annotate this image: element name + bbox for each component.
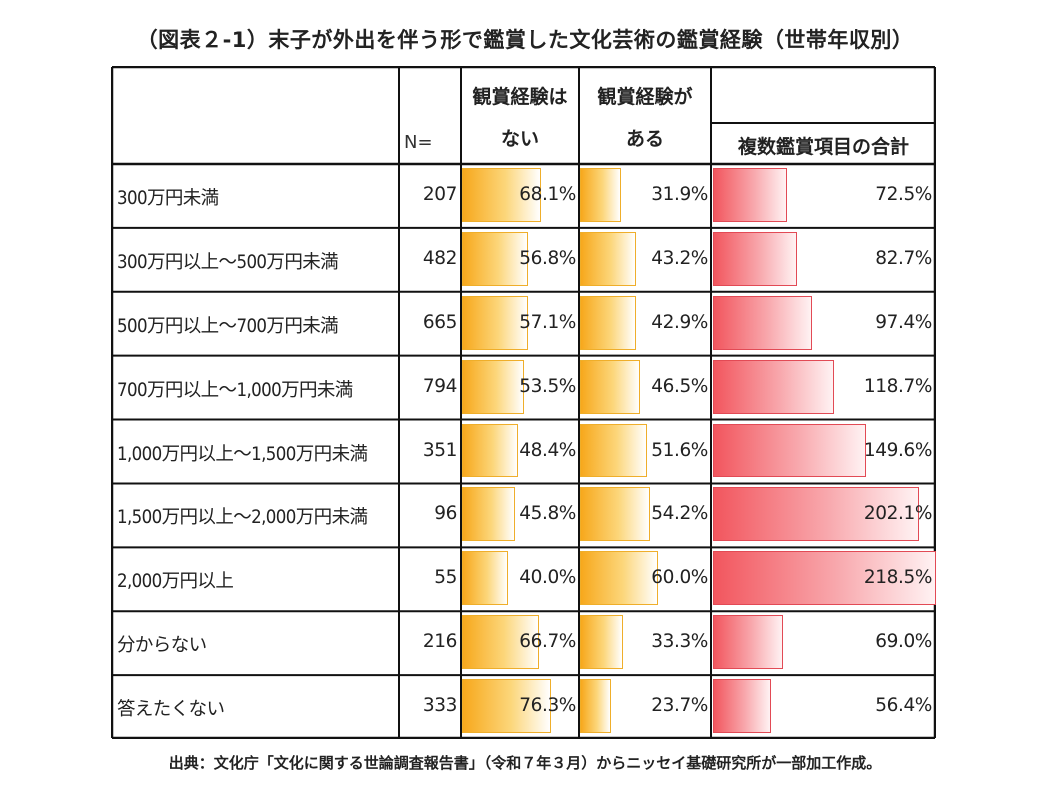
bar-none <box>462 487 516 542</box>
value-multi: 72.5% <box>875 183 932 205</box>
bar-some <box>580 551 658 606</box>
header-none-line1: 観賞経験は <box>472 86 568 108</box>
value-none: 40.0% <box>519 567 576 589</box>
bar-multi <box>713 487 920 542</box>
bar-some <box>580 423 648 478</box>
value-none: 45.8% <box>519 503 576 525</box>
bar-some <box>580 168 622 222</box>
value-some: 23.7% <box>651 695 708 717</box>
value-some: 60.0% <box>651 567 708 589</box>
row-label: 500万円以上～700万円未満 <box>117 315 339 337</box>
row-n-value: 96 <box>434 503 457 525</box>
bar-none <box>462 423 519 478</box>
value-some: 43.2% <box>651 247 708 269</box>
row-label: 分からない <box>117 635 207 657</box>
row-label: 1,500万円以上～2,000万円未満 <box>117 507 368 529</box>
bar-none <box>462 359 525 414</box>
value-multi: 82.7% <box>875 247 932 269</box>
header-multi: 複数鑑賞項目の合計 <box>737 136 909 158</box>
value-none: 53.5% <box>519 375 576 397</box>
value-some: 42.9% <box>651 311 708 333</box>
row-label: 答えたくない <box>117 699 225 721</box>
bar-some <box>580 231 637 286</box>
chart-title: （図表２-1）末子が外出を伴う形で鑑賞した文化芸術の鑑賞経験（世帯年収別） <box>136 28 914 52</box>
row-label: 700万円以上～1,000万円未満 <box>117 379 353 401</box>
header-none-line2: ない <box>500 128 539 150</box>
value-none: 68.1% <box>519 183 576 205</box>
value-some: 51.6% <box>651 439 708 461</box>
bar-multi <box>713 679 771 733</box>
source-note: 出典：文化庁「文化に関する世論調査報告書」（令和７年３月）からニッセイ基礎研究所… <box>168 754 882 772</box>
value-multi: 202.1% <box>863 503 933 525</box>
bar-none <box>462 679 551 733</box>
bar-none <box>462 168 541 222</box>
value-none: 66.7% <box>519 631 576 653</box>
bar-none <box>462 231 528 286</box>
value-multi: 149.6% <box>863 439 933 461</box>
value-multi: 69.0% <box>875 631 932 653</box>
bar-none <box>462 615 540 670</box>
row-n-value: 665 <box>422 311 458 333</box>
value-multi: 218.5% <box>863 567 933 589</box>
bar-some <box>580 615 624 670</box>
value-multi: 56.4% <box>875 695 932 717</box>
bar-multi <box>713 551 936 606</box>
row-n-value: 794 <box>422 375 458 397</box>
data-table: N= 観賞経験はない 観賞経験がある 複数鑑賞項目の合計 300万円未満 207 68.1%… <box>111 66 936 739</box>
bar-multi <box>713 615 784 670</box>
table-grid <box>111 66 936 739</box>
header-n: N= <box>404 132 433 153</box>
header-some-line1: 観賞経験が <box>597 86 693 108</box>
row-n-value: 207 <box>422 183 458 205</box>
bar-some <box>580 487 651 542</box>
row-label: 300万円以上～500万円未満 <box>117 251 339 273</box>
value-some: 54.2% <box>651 503 708 525</box>
row-n-value: 216 <box>422 631 458 653</box>
bar-some <box>580 359 641 414</box>
header-some-line2: ある <box>625 128 664 150</box>
row-n-value: 482 <box>422 247 458 269</box>
value-none: 57.1% <box>519 311 576 333</box>
value-multi: 118.7% <box>863 375 933 397</box>
bar-multi <box>713 423 866 478</box>
row-n-value: 333 <box>422 695 458 717</box>
value-none: 56.8% <box>519 247 576 269</box>
bar-multi <box>713 231 798 286</box>
value-none: 76.3% <box>519 695 576 717</box>
value-some: 31.9% <box>651 183 708 205</box>
value-none: 48.4% <box>519 439 576 461</box>
bar-multi <box>713 359 835 414</box>
row-label: 1,000万円以上～1,500万円未満 <box>117 443 368 465</box>
row-label: 2,000万円以上 <box>117 571 234 593</box>
value-some: 46.5% <box>651 375 708 397</box>
bar-multi <box>713 168 787 222</box>
bar-multi <box>713 295 813 350</box>
value-multi: 97.4% <box>875 311 932 333</box>
value-some: 33.3% <box>651 631 708 653</box>
bar-some <box>580 295 636 350</box>
bar-none <box>462 295 529 350</box>
row-label: 300万円未満 <box>117 187 219 209</box>
bar-some <box>580 679 611 733</box>
row-n-value: 55 <box>434 567 457 589</box>
bar-none <box>462 551 509 606</box>
row-n-value: 351 <box>422 439 458 461</box>
